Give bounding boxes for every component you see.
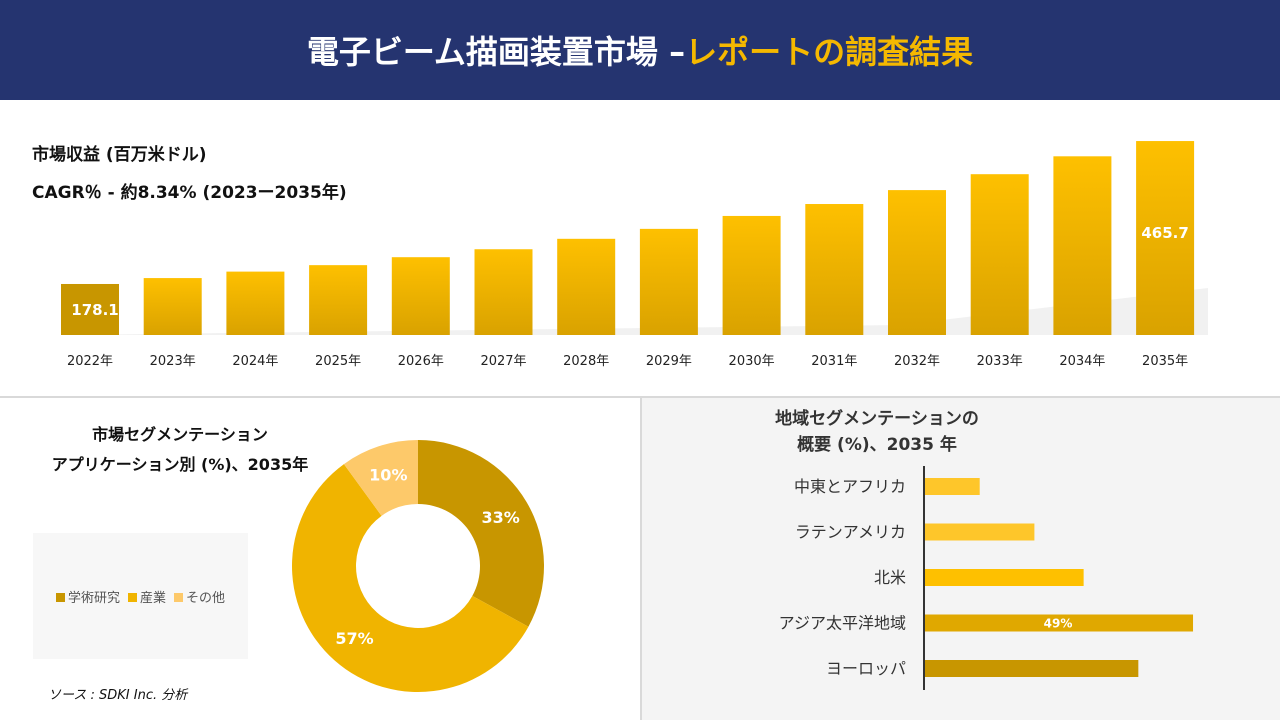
donut-slice [343, 440, 418, 516]
bar [805, 204, 864, 335]
x-tick-label: 2033年 [977, 354, 1023, 369]
slice-label: 57% [335, 629, 373, 648]
bar [925, 569, 1084, 586]
bar [391, 257, 450, 335]
region-title: 地域セグメンテーションの 概要 (%)、2035 年 [642, 406, 1112, 458]
bar [888, 190, 946, 335]
revenue-title: 市場収益 (百万米ドル) [32, 145, 207, 165]
region-title-line: 地域セグメンテーションの [775, 409, 979, 429]
category-label: ヨーロッパ [826, 659, 906, 678]
application-panel: 市場セグメンテーションアプリケーション別 (%)、2035年 学術研究 産業 その他… [0, 398, 640, 720]
category-label: 中東とアフリカ [794, 477, 906, 496]
legend-label: 産業 [139, 590, 166, 606]
data-label: 465.7 [1141, 224, 1188, 242]
legend-item: 産業 [127, 587, 166, 606]
legend-swatch [127, 592, 137, 602]
source-note: ソース : SDKI Inc. 分析 [48, 688, 188, 703]
bar [143, 278, 202, 335]
bar [970, 174, 1029, 335]
x-tick-label: 2024年 [232, 354, 278, 369]
legend-swatch [55, 592, 65, 602]
category-label: アジア太平洋地域 [779, 614, 906, 633]
x-tick-label: 2029年 [646, 354, 692, 369]
legend-item: その他 [174, 587, 225, 606]
x-tick-label: 2026年 [398, 354, 444, 369]
slice-label: 10% [369, 466, 407, 485]
x-tick-label: 2022年 [67, 354, 113, 369]
bar [925, 660, 1139, 677]
bar [639, 228, 698, 335]
x-tick-label: 2035年 [1142, 354, 1188, 369]
cagr-text: CAGR％ - 約8.34% (2023ー2035年) [32, 183, 347, 203]
region-panel: 地域セグメンテーションの 概要 (%)、2035 年 中東とアフリカ ラテンアメリカ… [640, 398, 1280, 720]
category-label: ラテンアメリカ [795, 523, 906, 542]
pie-title: 市場セグメンテーションアプリケーション別 (%)、2035年 [0, 420, 360, 480]
donut-slice [418, 440, 544, 627]
region-title-line: 概要 (%)、2035 年 [797, 435, 957, 455]
x-tick-label: 2027年 [480, 354, 526, 369]
pie-title-line: アプリケーション別 (%)、2035年 [51, 455, 309, 474]
x-tick-label: 2028年 [563, 354, 609, 369]
bar [1053, 156, 1112, 335]
x-tick-label: 2025年 [315, 354, 361, 369]
data-label: 178.1 [71, 301, 118, 319]
x-tick-label: 2031年 [811, 354, 857, 369]
x-tick-label: 2023年 [150, 354, 196, 369]
bar [925, 614, 1194, 632]
revenue-bar-chart: 2022年 178.1 2023年 2024年 2025年 2026年 2027年 2028年… [60, 141, 1208, 369]
data-label: 49% [1044, 617, 1073, 631]
bar [557, 238, 616, 335]
x-tick-label: 2034年 [1059, 354, 1105, 369]
title-main: 電子ビーム描画装置市場 – [306, 33, 686, 71]
x-tick-label: 2032年 [894, 354, 940, 369]
slice-label: 33% [481, 508, 519, 527]
bar [722, 215, 781, 335]
legend-swatch [174, 592, 183, 602]
title-accent: レポートの調査結果 [685, 33, 974, 71]
x-tick-label: 2030年 [729, 354, 775, 369]
legend-item: 学術研究 [55, 587, 120, 606]
bar [1136, 141, 1195, 335]
bar [61, 283, 119, 335]
bar [226, 271, 285, 335]
bar [309, 265, 368, 335]
donut-slice [292, 464, 529, 692]
legend-label: その他 [186, 590, 226, 606]
legend-label: 学術研究 [67, 590, 120, 606]
header-title: 電子ビーム描画装置市場 – レポートの調査結果 [0, 0, 1280, 100]
bar [925, 478, 980, 495]
pie-title-line: 市場セグメンテーション [92, 425, 268, 444]
bar [925, 523, 1035, 541]
bar [474, 249, 533, 335]
pie-legend: 学術研究 産業 その他 [33, 533, 248, 659]
category-label: 北米 [874, 568, 906, 587]
donut-chart: 33% 57% 10% [292, 440, 544, 692]
divider [0, 396, 1280, 398]
